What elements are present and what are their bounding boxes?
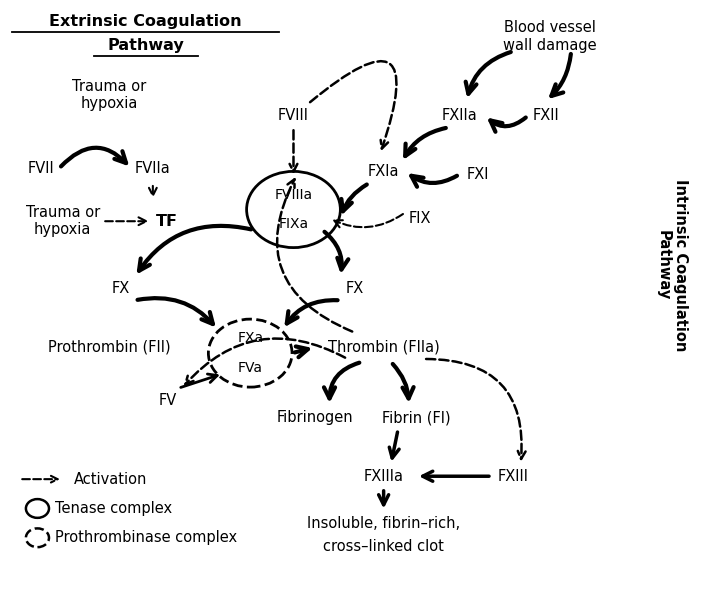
Text: FVIIa: FVIIa <box>135 161 171 176</box>
Text: FV: FV <box>158 392 177 408</box>
Text: Fibrinogen: Fibrinogen <box>277 410 353 425</box>
Text: Insoluble, fibrin–rich,: Insoluble, fibrin–rich, <box>307 515 460 531</box>
Text: Tenase complex: Tenase complex <box>56 501 172 516</box>
Text: FXIa: FXIa <box>368 164 400 179</box>
Text: FXIII: FXIII <box>498 469 529 484</box>
Text: FXI: FXI <box>466 167 489 182</box>
Text: Intrinsic Coagulation
Pathway: Intrinsic Coagulation Pathway <box>656 179 689 352</box>
Text: Blood vessel
wall damage: Blood vessel wall damage <box>502 21 597 53</box>
Text: FVa: FVa <box>237 361 263 375</box>
Text: FVII: FVII <box>28 161 54 176</box>
Text: Pathway: Pathway <box>107 38 184 53</box>
Text: Thrombin (FIIa): Thrombin (FIIa) <box>328 340 439 355</box>
Text: FIXa: FIXa <box>279 217 308 231</box>
Text: Trauma or
hypoxia: Trauma or hypoxia <box>72 79 147 111</box>
Text: Trauma or
hypoxia: Trauma or hypoxia <box>25 205 100 237</box>
Text: Prothrombinase complex: Prothrombinase complex <box>56 530 237 545</box>
Text: FXIIIa: FXIIIa <box>363 469 404 484</box>
Text: FX: FX <box>111 281 130 296</box>
Text: FVIII: FVIII <box>278 108 309 123</box>
Text: FIX: FIX <box>408 211 431 226</box>
Text: FXII: FXII <box>533 108 559 123</box>
Text: Extrinsic Coagulation: Extrinsic Coagulation <box>49 14 242 29</box>
Text: TF: TF <box>156 214 178 229</box>
Text: Activation: Activation <box>74 472 147 487</box>
Text: Fibrin (FI): Fibrin (FI) <box>382 410 450 425</box>
Text: FXa: FXa <box>237 332 264 346</box>
Text: FX: FX <box>345 281 364 296</box>
Text: Prothrombin (FII): Prothrombin (FII) <box>49 340 171 355</box>
Text: FXIIa: FXIIa <box>442 108 477 123</box>
Text: cross–linked clot: cross–linked clot <box>323 539 444 554</box>
Text: FVIIIa: FVIIIa <box>274 188 313 202</box>
